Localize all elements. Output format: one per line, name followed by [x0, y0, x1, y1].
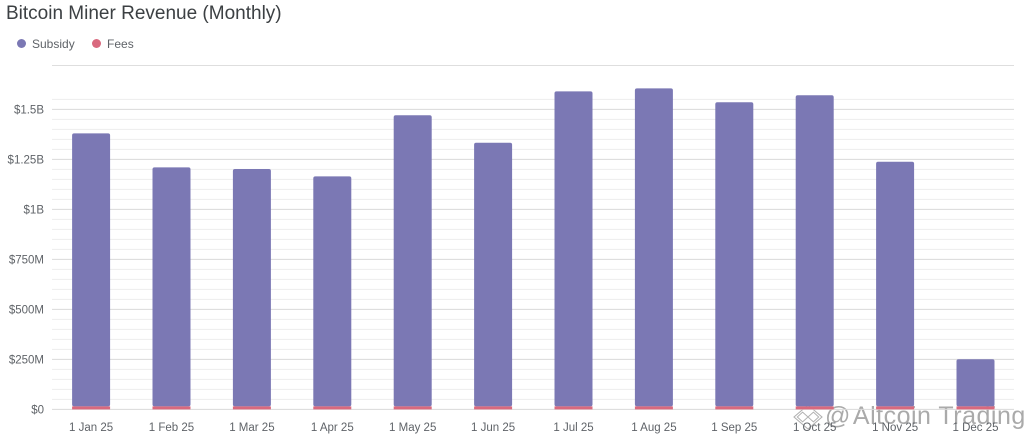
svg-text:1 Apr 25: 1 Apr 25: [311, 422, 354, 434]
svg-text:$0: $0: [31, 404, 44, 416]
svg-text:$750M: $750M: [9, 254, 44, 266]
svg-text:1 Sep 25: 1 Sep 25: [711, 422, 757, 434]
svg-text:$1.25B: $1.25B: [8, 154, 45, 166]
svg-text:1 Jul 25: 1 Jul 25: [553, 422, 593, 434]
svg-text:1 Feb 25: 1 Feb 25: [149, 422, 194, 434]
svg-text:1 Jan 25: 1 Jan 25: [69, 422, 113, 434]
svg-text:1 Oct 25: 1 Oct 25: [793, 422, 836, 434]
svg-text:1 Aug 25: 1 Aug 25: [631, 422, 676, 434]
svg-text:1 Jun 25: 1 Jun 25: [471, 422, 515, 434]
svg-text:1 Nov 25: 1 Nov 25: [872, 422, 918, 434]
svg-text:$250M: $250M: [9, 354, 44, 366]
svg-text:1 Mar 25: 1 Mar 25: [229, 422, 274, 434]
svg-text:$1.5B: $1.5B: [14, 104, 44, 116]
svg-text:1 May 25: 1 May 25: [389, 422, 436, 434]
svg-text:1 Dec 25: 1 Dec 25: [952, 422, 998, 434]
svg-text:$1B: $1B: [24, 204, 45, 216]
svg-text:$500M: $500M: [9, 304, 44, 316]
